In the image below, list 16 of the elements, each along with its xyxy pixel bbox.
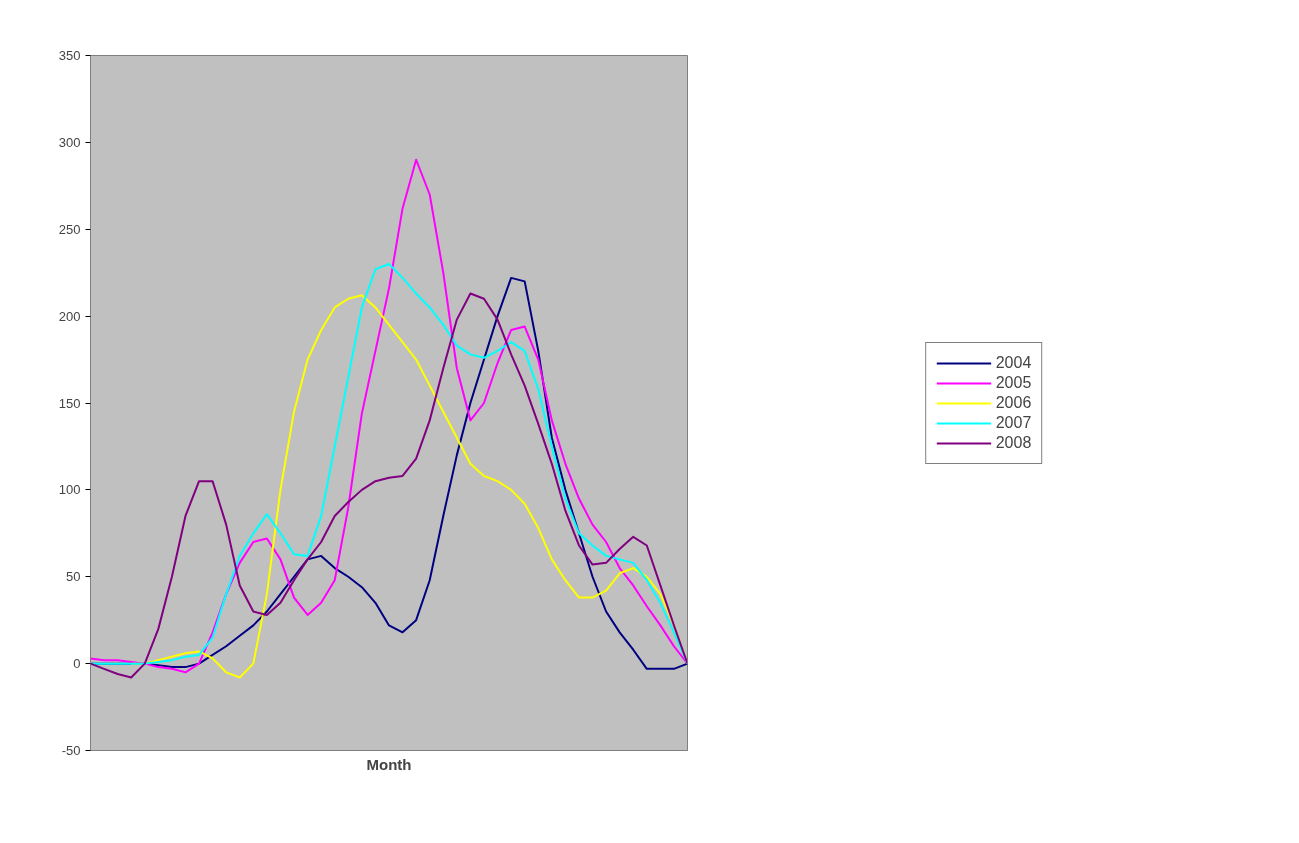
- y-tick-label: -50: [61, 743, 81, 758]
- y-tick-label: 200: [58, 308, 81, 324]
- y-tick-label: 150: [58, 395, 81, 411]
- y-tick-label: 300: [58, 134, 81, 150]
- legend-label: 2004: [995, 353, 1032, 372]
- y-tick-label: 100: [58, 482, 81, 498]
- legend-label: 2007: [995, 413, 1032, 432]
- legend-label: 2005: [995, 373, 1032, 392]
- legend-label: 2008: [995, 433, 1032, 452]
- legend-label: 2006: [995, 393, 1032, 412]
- line-series: [90, 158, 688, 674]
- y-tick-label: 350: [58, 48, 81, 63]
- y-tick-label: 0: [73, 656, 81, 672]
- y-tick-label: 250: [58, 221, 81, 237]
- y-tick-label: 50: [66, 569, 81, 585]
- x-axis-title: Month: [366, 755, 412, 773]
